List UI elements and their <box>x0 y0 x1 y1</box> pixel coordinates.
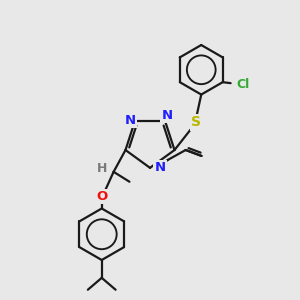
Text: O: O <box>96 190 107 203</box>
Text: S: S <box>191 115 201 129</box>
Text: H: H <box>97 162 107 176</box>
Text: N: N <box>154 161 166 174</box>
Text: N: N <box>162 109 173 122</box>
Text: N: N <box>124 114 136 127</box>
Text: Cl: Cl <box>237 78 250 91</box>
